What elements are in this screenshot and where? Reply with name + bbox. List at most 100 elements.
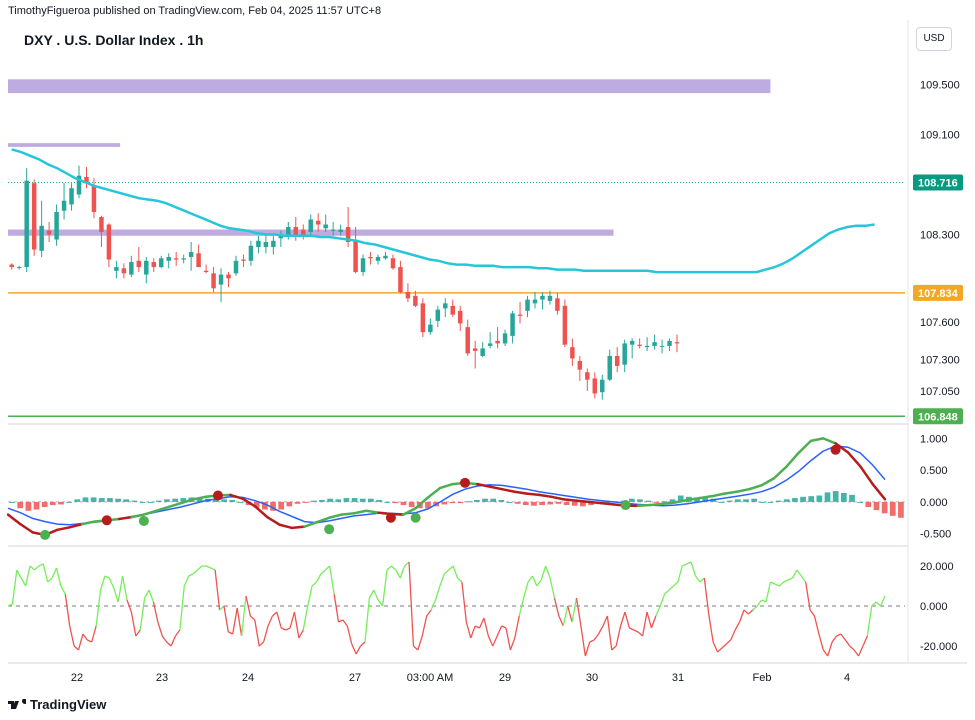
candle-body: [517, 314, 523, 316]
oscillator-segment: [280, 627, 286, 631]
time-axis-tick: 4: [844, 672, 850, 684]
candle-body: [99, 216, 104, 233]
oscillator-segment: [589, 639, 595, 643]
oscillator-segment: [324, 565, 331, 571]
macd-line-segment: [117, 515, 133, 521]
oscillator-segment: [404, 561, 410, 567]
macd-line-segment: [500, 487, 516, 493]
oscillator-segment: [849, 645, 855, 651]
macd-histogram-bar: [310, 500, 317, 502]
candle-body: [472, 348, 478, 351]
macd-line-segment: [352, 509, 368, 515]
macd-histogram-bar: [531, 501, 537, 506]
macd-histogram-bar: [41, 501, 48, 507]
candle-body: [203, 270, 209, 273]
candle-body: [510, 313, 515, 336]
oscillator-segment: [55, 567, 62, 587]
candle: [203, 264, 209, 274]
macd-histogram-bar: [9, 501, 15, 503]
oscillator-segment: [408, 561, 415, 647]
macd-line-segment: [56, 526, 72, 532]
oscillator-segment: [144, 589, 150, 599]
macd-histogram-bar: [857, 501, 864, 503]
oscillator-segment: [152, 601, 159, 623]
candle: [173, 252, 179, 266]
candle: [562, 299, 568, 348]
candle-body: [465, 327, 470, 354]
candle-body: [76, 175, 82, 195]
oscillator-segment: [730, 629, 736, 641]
oscillator-segment: [840, 633, 846, 641]
candle: [248, 240, 254, 266]
currency-button[interactable]: USD: [916, 27, 952, 51]
macd-line-segment: [414, 496, 430, 510]
candle-body: [233, 260, 239, 274]
candle: [151, 258, 157, 273]
candle: [629, 338, 635, 359]
oscillator-segment: [571, 597, 578, 623]
candle-body: [405, 292, 411, 299]
oscillator-segment: [289, 611, 296, 629]
macd-histogram-bar: [115, 498, 121, 502]
macd-histogram-bar: [783, 499, 790, 502]
macd-histogram-bar: [881, 501, 888, 514]
candle: [383, 252, 388, 260]
oscillator-segment: [743, 609, 749, 615]
macd-line-segment: [636, 503, 652, 507]
oscillator-segment: [117, 575, 124, 603]
candle-body: [652, 342, 657, 346]
candle-body: [9, 264, 14, 268]
oscillator-segment: [183, 575, 190, 587]
candle-body: [323, 224, 328, 229]
oscillator-segment: [549, 577, 556, 599]
oscillator-segment: [857, 645, 864, 657]
oscillator-segment: [386, 565, 392, 571]
oscillator-segment: [51, 567, 58, 579]
macd-histogram-bar: [98, 498, 105, 502]
candle: [390, 254, 396, 270]
macd-line-segment: [278, 523, 294, 530]
macd-line-segment: [784, 451, 800, 469]
macd-line-segment: [871, 482, 887, 501]
oscillator-segment: [836, 633, 842, 637]
oscillator-segment: [615, 625, 622, 647]
oscillator-segment: [421, 615, 428, 637]
oscillator-segment: [655, 605, 661, 617]
macd-line-segment: [735, 487, 751, 493]
candle-body: [383, 255, 388, 259]
macd-line-segment: [513, 490, 529, 495]
candle-body: [256, 240, 261, 248]
oscillator-segment: [7, 603, 13, 607]
candle-body: [570, 347, 575, 359]
oscillator-segment: [395, 569, 401, 579]
candle-body: [181, 258, 186, 260]
macd-histogram-bar: [808, 496, 815, 502]
candle-body: [54, 211, 59, 240]
oscillator-segment: [104, 575, 110, 579]
macd-histogram-bar: [816, 495, 823, 502]
oscillator-segment: [47, 577, 53, 583]
oscillator-segment: [368, 589, 375, 599]
macd-line-segment: [364, 509, 380, 514]
candle-body: [39, 225, 44, 251]
oscillator-segment: [333, 593, 340, 623]
oscillator-segment: [752, 605, 758, 611]
candle-body: [84, 176, 89, 184]
candle-body: [166, 257, 171, 261]
oscillator-segment: [329, 565, 335, 595]
oscillator-segment: [258, 641, 265, 647]
candle: [375, 254, 381, 265]
candle-body: [413, 295, 418, 306]
macd-histogram-bar: [563, 501, 570, 506]
oscillator-segment: [553, 597, 560, 617]
macd-line-segment: [698, 494, 714, 500]
oscillator-segment: [448, 565, 454, 571]
macd-histogram-bar: [580, 501, 586, 507]
oscillator-segment: [575, 597, 582, 627]
macd-histogram-bar: [164, 499, 170, 502]
oscillator-segment: [831, 635, 838, 643]
candle-body: [158, 258, 164, 268]
macd-histogram-bar: [172, 498, 179, 502]
oscillator-segment: [360, 641, 366, 647]
